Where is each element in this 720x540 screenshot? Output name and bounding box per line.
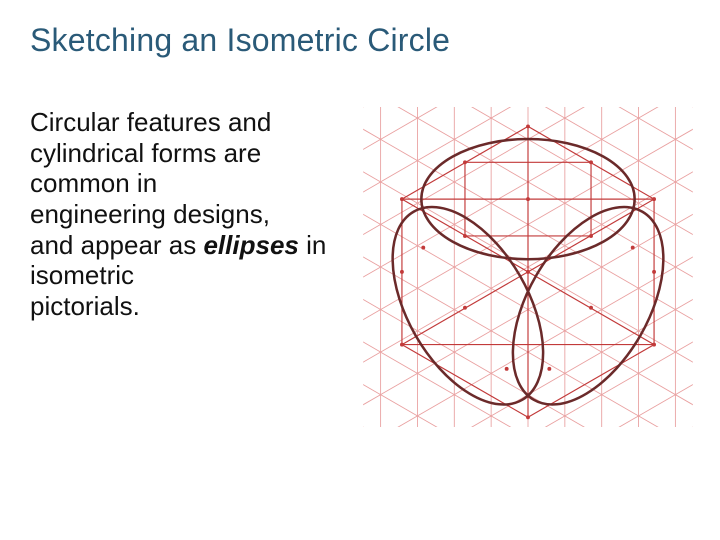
- body-line-1: Circular features and: [30, 107, 271, 137]
- body-line-4: engineering designs,: [30, 199, 270, 229]
- body-line-2: cylindrical forms are: [30, 138, 261, 168]
- page-title: Sketching an Isometric Circle: [30, 22, 692, 59]
- body-line-5a: and appear as: [30, 230, 203, 260]
- body-line-3: common in: [30, 168, 157, 198]
- isometric-svg: [358, 107, 698, 427]
- body-emph: ellipses: [203, 230, 298, 260]
- isometric-figure: [358, 107, 698, 427]
- body-line-6: pictorials.: [30, 291, 140, 321]
- body-text: Circular features and cylindrical forms …: [30, 107, 352, 427]
